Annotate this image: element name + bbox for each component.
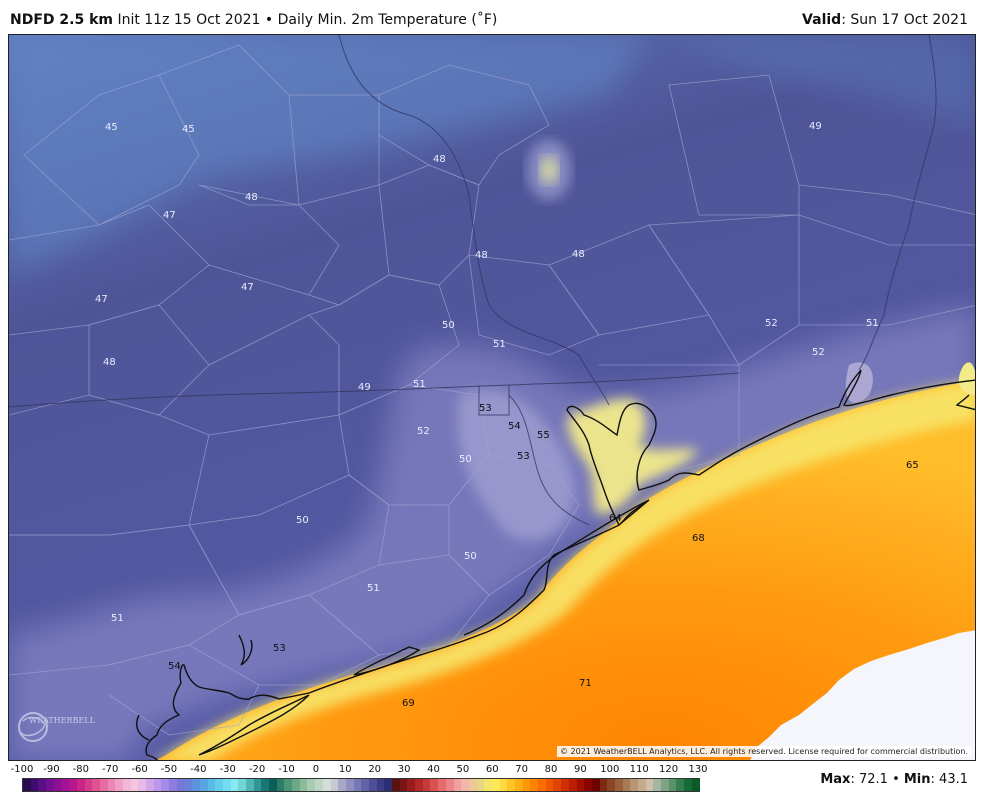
legend-tick-label: -80 — [72, 764, 89, 775]
no-data-area — [750, 630, 975, 760]
max-min-separator: • — [892, 772, 900, 787]
title-separator: • — [264, 12, 274, 28]
value-label: 50 — [459, 454, 472, 465]
temperature-map: 45 45 48 49 47 48 48 48 47 47 48 50 51 5… — [8, 34, 976, 761]
legend-tick-label: 90 — [574, 764, 587, 775]
legend-tick-label: -30 — [219, 764, 236, 775]
legend-tick-label: -70 — [102, 764, 119, 775]
legend-tick-label: 60 — [485, 764, 499, 775]
value-label: 47 — [95, 294, 108, 305]
legend-tick-label: -50 — [160, 764, 178, 775]
valid-time: Valid: Sun 17 Oct 2021 — [802, 12, 968, 28]
value-label: 71 — [579, 678, 592, 689]
value-label: 48 — [245, 192, 258, 203]
legend-tick-label: 40 — [427, 764, 440, 775]
legend-tick-label: 20 — [368, 764, 382, 775]
value-label: 53 — [517, 451, 530, 462]
value-label: 48 — [475, 250, 488, 261]
mild-region — [9, 305, 975, 760]
copyright-notice: © 2021 WeatherBELL Analytics, LLC. All r… — [557, 746, 971, 757]
value-label: 48 — [433, 154, 446, 165]
legend-tick-label: 0 — [312, 764, 320, 775]
legend-tick-label: 10 — [338, 764, 352, 775]
value-label: 55 — [537, 430, 550, 441]
value-label: 45 — [182, 124, 195, 135]
header: NDFD 2.5 km Init 11z 15 Oct 2021 • Daily… — [0, 0, 984, 34]
value-label: 51 — [493, 339, 506, 350]
legend-tick-label: 70 — [515, 764, 529, 775]
value-label: 64 — [609, 513, 622, 524]
color-legend: -100 -90 -80 -70 -60 -50 -40 -30 -20 -10 0 10 20 30 40… — [8, 762, 976, 808]
legend-tick-label: 110 — [629, 764, 649, 775]
map-canvas: 45 45 48 49 47 48 48 48 47 47 48 50 51 5… — [9, 35, 975, 760]
value-label: 52 — [812, 347, 825, 358]
coastline — [136, 369, 975, 760]
value-label: 50 — [442, 320, 455, 331]
value-label: 53 — [479, 403, 492, 414]
legend-tick-label: 30 — [397, 764, 411, 775]
valid-date: : Sun 17 Oct 2021 — [841, 12, 968, 28]
legend-tick-label: -90 — [43, 764, 60, 775]
value-label: 50 — [296, 515, 309, 526]
value-label: 51 — [866, 318, 879, 329]
value-label: 51 — [367, 583, 380, 594]
temperature-labels: 45 45 48 49 47 48 48 48 47 47 48 50 51 5… — [95, 121, 919, 709]
model-name: NDFD 2.5 km — [10, 12, 113, 28]
value-label: 65 — [906, 460, 919, 471]
legend-tick-label: -10 — [278, 764, 295, 775]
value-label: 49 — [809, 121, 822, 132]
value-label: 53 — [273, 643, 286, 654]
value-label: 47 — [241, 282, 254, 293]
min-label: Min — [903, 772, 931, 787]
legend-tick-label: -20 — [248, 764, 266, 775]
valid-label: Valid — [802, 12, 842, 28]
weatherbell-logo: WEATHERBELL — [18, 712, 96, 742]
value-label: 49 — [358, 382, 371, 393]
lake-east — [845, 362, 873, 403]
legend-tick-label: 50 — [456, 764, 470, 775]
coastal-warm-band — [156, 380, 975, 760]
legend-tick-label: -100 — [10, 764, 34, 775]
value-label: 48 — [572, 249, 585, 260]
max-value: : 72.1 — [850, 772, 888, 787]
value-label: 52 — [417, 426, 430, 437]
value-label: 48 — [103, 357, 116, 368]
warm-spot-north — [540, 156, 558, 184]
value-label: 68 — [692, 533, 705, 544]
value-label: 51 — [111, 613, 124, 624]
legend-ticks: -100 -90 -80 -70 -60 -50 -40 -30 -20 -10 0 10 20 30 40… — [8, 764, 728, 778]
value-label: 54 — [508, 421, 521, 432]
map-title: NDFD 2.5 km Init 11z 15 Oct 2021 • Daily… — [10, 12, 497, 28]
max-min-summary: Max: 72.1 • Min: 43.1 — [820, 772, 968, 787]
legend-tick-label: 100 — [600, 764, 620, 775]
legend-tick-label: -40 — [190, 764, 207, 775]
cool-region-northeast — [669, 35, 975, 125]
min-value: : 43.1 — [930, 772, 968, 787]
legend-tick-label: 80 — [544, 764, 558, 775]
legend-tick-label: 120 — [659, 764, 679, 775]
max-label: Max — [820, 772, 851, 787]
major-boundaries — [9, 35, 937, 526]
legend-tick-label: -60 — [131, 764, 148, 775]
value-label: 51 — [413, 379, 426, 390]
init-time: Init 11z 15 Oct 2021 — [117, 12, 261, 28]
bay-east — [958, 362, 975, 395]
logo-text: WEATHERBELL — [29, 716, 96, 725]
product-name: Daily Min. 2m Temperature (˚F) — [277, 12, 498, 28]
value-label: 47 — [163, 210, 176, 221]
value-label: 50 — [464, 551, 477, 562]
urban-heat-area — [457, 389, 575, 541]
county-boundaries — [9, 44, 975, 736]
bay-area — [567, 398, 699, 515]
color-scale-bar — [22, 778, 700, 792]
value-label: 45 — [105, 122, 118, 133]
legend-tick-label: 130 — [688, 764, 708, 775]
value-label: 54 — [168, 661, 181, 672]
value-label: 52 — [765, 318, 778, 329]
value-label: 69 — [402, 698, 415, 709]
